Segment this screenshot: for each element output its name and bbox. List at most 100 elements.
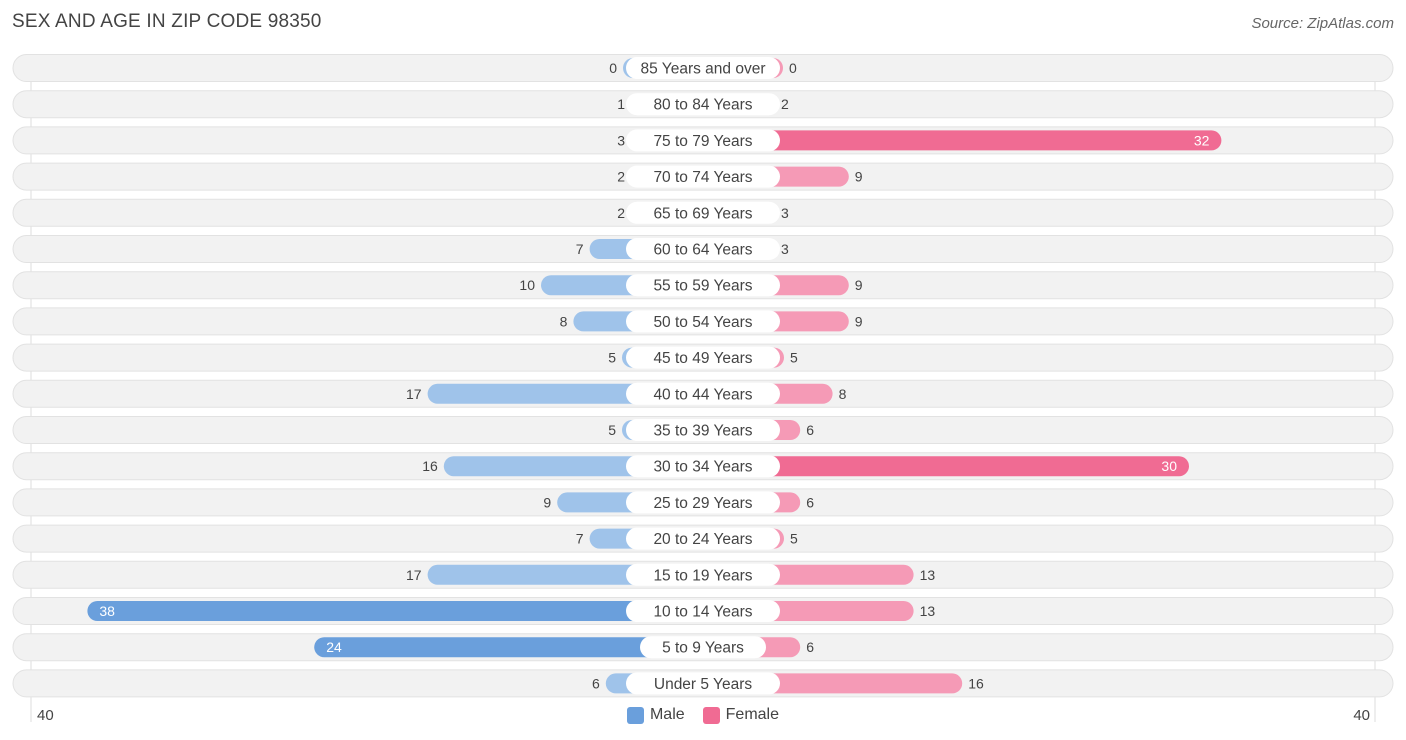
male-value-label: 6 <box>592 675 600 691</box>
male-value-label: 24 <box>326 639 342 655</box>
category-label: 50 to 54 Years <box>653 314 752 331</box>
male-swatch <box>626 706 644 724</box>
category-label-bg <box>626 491 780 514</box>
chart-row: 60 to 64 Years 7 3 <box>12 235 1394 263</box>
male-value-label: 9 <box>543 494 551 510</box>
male-value-label: 2 <box>617 169 625 185</box>
category-label: 85 Years and over <box>641 61 766 78</box>
female-value-label: 6 <box>806 494 814 510</box>
male-value-label: 7 <box>576 241 584 257</box>
category-label-bg <box>640 636 766 659</box>
chart-row: 30 to 34 Years 16 30 <box>12 452 1394 481</box>
category-label: 10 to 14 Years <box>653 604 752 621</box>
legend-item-female[interactable]: Female <box>702 706 780 724</box>
chart-row: 50 to 54 Years 8 9 <box>12 307 1394 336</box>
female-value-label: 6 <box>806 639 814 655</box>
category-label: 35 to 39 Years <box>653 423 752 440</box>
male-value-label: 38 <box>99 603 115 619</box>
category-label-bg <box>626 274 780 297</box>
category-label-bg <box>626 93 780 116</box>
category-label: 25 to 29 Years <box>653 495 752 512</box>
female-bar <box>703 456 1189 477</box>
male-value-label: 3 <box>617 132 625 148</box>
male-value-label: 5 <box>608 350 616 366</box>
category-label: 60 to 64 Years <box>653 242 752 259</box>
female-swatch <box>702 706 720 724</box>
source-credit: Source: ZipAtlas.com <box>1251 15 1394 32</box>
male-value-label: 17 <box>406 567 422 583</box>
chart-row: 5 to 9 Years 24 6 <box>12 633 1394 662</box>
female-value-label: 9 <box>855 277 863 293</box>
male-value-label: 1 <box>617 96 625 112</box>
chart-row: 65 to 69 Years 2 3 <box>12 198 1394 227</box>
male-value-label: 5 <box>608 422 616 438</box>
category-label-bg <box>626 455 780 478</box>
category-label-bg <box>626 382 780 405</box>
male-value-label: 2 <box>617 205 625 221</box>
female-value-label: 3 <box>781 205 789 221</box>
male-bar <box>314 637 703 658</box>
female-value-label: 5 <box>790 531 798 547</box>
chart-row: 40 to 44 Years 17 8 <box>12 379 1394 408</box>
category-label: 20 to 24 Years <box>653 531 752 548</box>
female-value-label: 30 <box>1161 458 1177 474</box>
chart-row: 20 to 24 Years 7 5 <box>12 524 1394 553</box>
category-label-bg <box>626 346 780 369</box>
male-value-label: 8 <box>560 313 568 329</box>
female-value-label: 13 <box>920 567 936 583</box>
category-label: 80 to 84 Years <box>653 97 752 114</box>
chart-title: SEX AND AGE IN ZIP CODE 98350 <box>12 11 322 32</box>
female-value-label: 9 <box>855 313 863 329</box>
female-value-label: 16 <box>968 675 984 691</box>
female-value-label: 2 <box>781 96 789 112</box>
category-label-bg <box>626 563 780 586</box>
chart-row: 45 to 49 Years 5 5 <box>12 343 1394 372</box>
female-value-label: 6 <box>806 422 814 438</box>
category-label: 30 to 34 Years <box>653 459 752 476</box>
male-bar <box>87 601 703 621</box>
category-label: 55 to 59 Years <box>653 278 752 295</box>
female-value-label: 3 <box>781 241 789 257</box>
category-label: 75 to 79 Years <box>653 133 752 150</box>
male-value-label: 17 <box>406 386 422 402</box>
male-value-label: 0 <box>609 60 617 76</box>
category-label: 70 to 74 Years <box>653 169 752 186</box>
female-value-label: 32 <box>1194 132 1210 148</box>
female-bar <box>703 130 1222 151</box>
male-value-label: 16 <box>422 458 438 474</box>
category-label-bg <box>626 201 780 224</box>
female-value-label: 0 <box>789 60 797 76</box>
category-label: 40 to 44 Years <box>653 386 752 403</box>
category-label: 5 to 9 Years <box>662 640 744 657</box>
chart-row: 35 to 39 Years 5 6 <box>12 416 1394 444</box>
chart-row: 70 to 74 Years 2 9 <box>12 162 1394 191</box>
legend-male-label: Male <box>649 706 685 723</box>
category-label-bg <box>626 57 780 79</box>
category-label: Under 5 Years <box>654 676 752 693</box>
chart-row: 55 to 59 Years 10 9 <box>12 271 1394 300</box>
chart-row: 75 to 79 Years 3 32 <box>12 126 1394 155</box>
category-label-bg <box>626 419 780 441</box>
category-label-bg <box>626 165 780 188</box>
chart-row: Under 5 Years 6 16 <box>12 669 1394 698</box>
female-value-label: 5 <box>790 350 798 366</box>
chart-legend: Male Female <box>0 706 1406 724</box>
category-label-bg <box>626 310 780 333</box>
chart-row: 85 Years and over 0 0 <box>12 54 1394 82</box>
category-label: 45 to 49 Years <box>653 350 752 367</box>
chart-row: 15 to 19 Years 17 13 <box>12 560 1394 589</box>
category-label-bg <box>626 672 780 695</box>
category-label-bg <box>626 129 780 152</box>
axis-left-max: 40 <box>37 707 54 724</box>
legend-female-label: Female <box>725 706 780 723</box>
category-label-bg <box>626 600 780 622</box>
female-value-label: 8 <box>839 386 847 402</box>
chart-row: 10 to 14 Years 38 13 <box>12 597 1394 625</box>
male-value-label: 7 <box>576 531 584 547</box>
category-label: 15 to 19 Years <box>653 567 752 584</box>
legend-item-male[interactable]: Male <box>626 706 685 724</box>
male-value-label: 10 <box>519 277 535 293</box>
category-label: 65 to 69 Years <box>653 205 752 222</box>
axis-right-max: 40 <box>1353 707 1370 724</box>
